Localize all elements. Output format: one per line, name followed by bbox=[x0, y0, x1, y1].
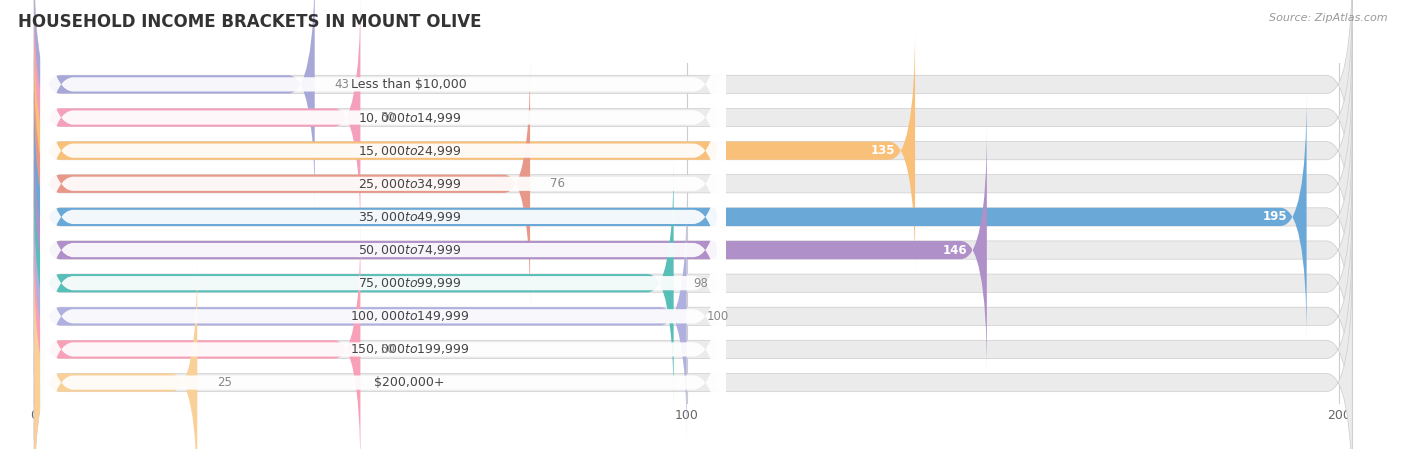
FancyBboxPatch shape bbox=[41, 25, 725, 342]
Text: Source: ZipAtlas.com: Source: ZipAtlas.com bbox=[1270, 13, 1388, 23]
FancyBboxPatch shape bbox=[34, 0, 360, 241]
Text: 76: 76 bbox=[550, 177, 565, 190]
FancyBboxPatch shape bbox=[34, 226, 1353, 449]
FancyBboxPatch shape bbox=[34, 93, 1353, 340]
FancyBboxPatch shape bbox=[41, 224, 725, 449]
Text: 25: 25 bbox=[217, 376, 232, 389]
Text: 195: 195 bbox=[1263, 211, 1286, 224]
Text: HOUSEHOLD INCOME BRACKETS IN MOUNT OLIVE: HOUSEHOLD INCOME BRACKETS IN MOUNT OLIVE bbox=[18, 13, 482, 31]
Text: $10,000 to $14,999: $10,000 to $14,999 bbox=[357, 110, 461, 124]
Text: 146: 146 bbox=[942, 243, 967, 256]
FancyBboxPatch shape bbox=[41, 191, 725, 449]
FancyBboxPatch shape bbox=[34, 27, 1353, 274]
FancyBboxPatch shape bbox=[34, 127, 1353, 374]
Text: 43: 43 bbox=[335, 78, 349, 91]
Text: $35,000 to $49,999: $35,000 to $49,999 bbox=[357, 210, 461, 224]
FancyBboxPatch shape bbox=[34, 0, 1353, 241]
FancyBboxPatch shape bbox=[34, 0, 1353, 208]
Text: 50: 50 bbox=[380, 111, 395, 124]
FancyBboxPatch shape bbox=[34, 93, 1306, 340]
FancyBboxPatch shape bbox=[41, 58, 725, 375]
FancyBboxPatch shape bbox=[41, 0, 725, 276]
Text: 50: 50 bbox=[380, 343, 395, 356]
FancyBboxPatch shape bbox=[34, 160, 1353, 407]
FancyBboxPatch shape bbox=[41, 0, 725, 309]
FancyBboxPatch shape bbox=[41, 158, 725, 449]
FancyBboxPatch shape bbox=[41, 0, 725, 243]
Text: 135: 135 bbox=[870, 144, 896, 157]
FancyBboxPatch shape bbox=[34, 60, 530, 307]
Text: 98: 98 bbox=[693, 277, 709, 290]
FancyBboxPatch shape bbox=[41, 92, 725, 409]
Text: $50,000 to $74,999: $50,000 to $74,999 bbox=[357, 243, 461, 257]
Text: $25,000 to $34,999: $25,000 to $34,999 bbox=[357, 177, 461, 191]
FancyBboxPatch shape bbox=[34, 259, 197, 449]
FancyBboxPatch shape bbox=[34, 60, 1353, 307]
FancyBboxPatch shape bbox=[34, 160, 673, 407]
FancyBboxPatch shape bbox=[41, 125, 725, 442]
FancyBboxPatch shape bbox=[34, 27, 915, 274]
Text: $100,000 to $149,999: $100,000 to $149,999 bbox=[350, 309, 470, 323]
Text: Less than $10,000: Less than $10,000 bbox=[352, 78, 467, 91]
Text: $200,000+: $200,000+ bbox=[374, 376, 444, 389]
FancyBboxPatch shape bbox=[34, 259, 1353, 449]
FancyBboxPatch shape bbox=[34, 226, 360, 449]
Text: $75,000 to $99,999: $75,000 to $99,999 bbox=[357, 276, 461, 290]
FancyBboxPatch shape bbox=[34, 193, 1353, 440]
Text: $15,000 to $24,999: $15,000 to $24,999 bbox=[357, 144, 461, 158]
FancyBboxPatch shape bbox=[34, 193, 686, 440]
Text: 100: 100 bbox=[706, 310, 728, 323]
Text: $150,000 to $199,999: $150,000 to $199,999 bbox=[350, 343, 470, 357]
FancyBboxPatch shape bbox=[34, 127, 987, 374]
FancyBboxPatch shape bbox=[34, 0, 315, 208]
